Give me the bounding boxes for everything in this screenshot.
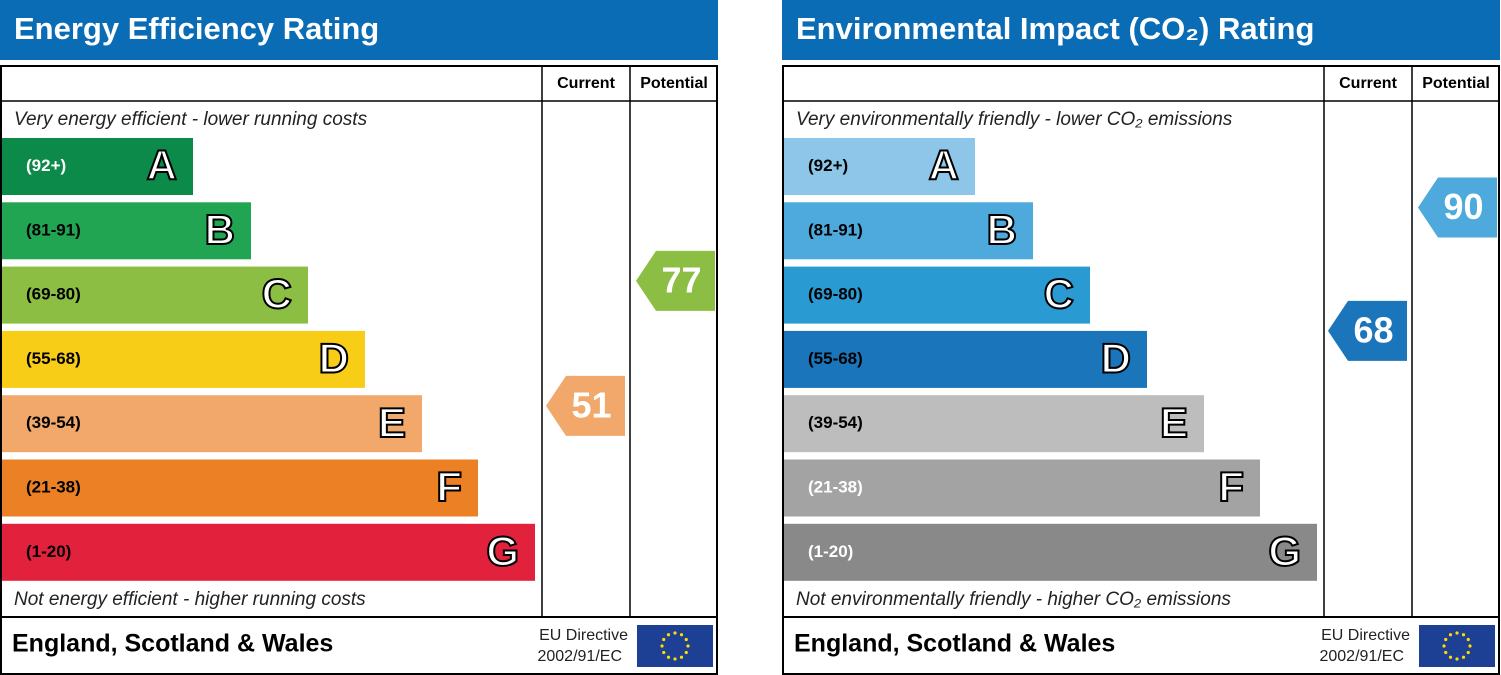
top-note: Very energy efficient - lower running co… bbox=[14, 109, 368, 130]
rating-arrow bbox=[1328, 300, 1407, 361]
eu-star bbox=[662, 637, 666, 642]
eu-star bbox=[662, 650, 666, 655]
band-bar bbox=[2, 523, 535, 581]
band-letter: F bbox=[1218, 463, 1244, 510]
rating-arrow bbox=[546, 375, 625, 436]
band-range: (92+) bbox=[808, 156, 848, 175]
band-range: (39-54) bbox=[26, 413, 81, 432]
band-letter: A bbox=[147, 142, 177, 189]
band-bar bbox=[784, 459, 1260, 517]
rating-value: 68 bbox=[1353, 309, 1393, 350]
rating-value: 51 bbox=[571, 384, 611, 425]
rating-panel: Energy Efficiency Rating Current Potential… bbox=[0, 0, 718, 675]
footer-region: England, Scotland & Wales bbox=[794, 630, 1115, 658]
band-range: (55-68) bbox=[808, 349, 863, 368]
band-range: (81-91) bbox=[808, 220, 863, 239]
eu-star bbox=[679, 633, 684, 637]
eu-star bbox=[666, 633, 671, 637]
eu-star bbox=[1461, 655, 1466, 659]
band-bar bbox=[784, 523, 1317, 581]
rating-arrow bbox=[636, 250, 715, 311]
rating-value: 90 bbox=[1443, 186, 1483, 227]
band-letter: E bbox=[1160, 399, 1188, 446]
rating-arrow bbox=[1418, 177, 1497, 238]
eu-star bbox=[1466, 650, 1470, 655]
band-bar bbox=[2, 330, 365, 388]
eu-star bbox=[1448, 655, 1453, 659]
band-range: (1-20) bbox=[26, 542, 71, 561]
column-header: Current bbox=[557, 75, 615, 92]
eu-flag bbox=[637, 625, 713, 667]
band-bar bbox=[784, 202, 1033, 260]
eu-star bbox=[1448, 633, 1453, 637]
bottom-note: Not energy efficient - higher running co… bbox=[14, 589, 366, 610]
column-header: Current bbox=[1339, 75, 1397, 92]
band-letter: B bbox=[987, 206, 1017, 253]
directive: EU Directive bbox=[539, 627, 628, 644]
eu-flag bbox=[1419, 625, 1495, 667]
band-bar bbox=[2, 202, 251, 260]
band-bar bbox=[2, 395, 422, 453]
eu-star bbox=[684, 650, 688, 655]
panel-title: Energy Efficiency Rating bbox=[14, 11, 379, 46]
eu-star bbox=[1461, 633, 1466, 637]
band-bar bbox=[784, 395, 1204, 453]
eu-star bbox=[660, 644, 664, 648]
eu-star bbox=[686, 644, 690, 648]
directive-code: 2002/91/EC bbox=[537, 648, 622, 665]
band-letter: A bbox=[929, 142, 959, 189]
eu-star bbox=[1444, 637, 1448, 642]
directive-code: 2002/91/EC bbox=[1319, 648, 1404, 665]
title-bar bbox=[782, 0, 1500, 60]
band-range: (39-54) bbox=[808, 413, 863, 432]
eu-star bbox=[1455, 657, 1459, 661]
band-letter: D bbox=[1101, 334, 1131, 381]
band-letter: F bbox=[436, 463, 462, 510]
band-letter: G bbox=[486, 527, 519, 574]
band-letter: D bbox=[319, 334, 349, 381]
band-letter: C bbox=[262, 270, 292, 317]
eu-star bbox=[673, 657, 677, 661]
band-bar bbox=[2, 138, 193, 195]
directive: EU Directive bbox=[1321, 627, 1410, 644]
eu-star bbox=[1466, 637, 1470, 642]
rating-value: 77 bbox=[661, 259, 701, 300]
eu-star bbox=[684, 637, 688, 642]
band-range: (1-20) bbox=[808, 542, 853, 561]
band-bar bbox=[784, 330, 1147, 388]
footer-region: England, Scotland & Wales bbox=[12, 630, 333, 658]
bottom-note: Not environmentally friendly - higher CO… bbox=[796, 589, 1231, 610]
band-letter: C bbox=[1044, 270, 1074, 317]
band-range: (81-91) bbox=[26, 220, 81, 239]
band-bar bbox=[784, 266, 1090, 324]
column-header: Potential bbox=[1422, 75, 1490, 92]
band-letter: G bbox=[1268, 527, 1301, 574]
band-bar bbox=[2, 266, 308, 324]
title-bar bbox=[0, 0, 718, 60]
panel-title: Environmental Impact (CO₂) Rating bbox=[796, 11, 1314, 46]
column-header: Potential bbox=[640, 75, 708, 92]
rating-panel: Environmental Impact (CO₂) Rating Current… bbox=[782, 0, 1500, 675]
eu-star bbox=[679, 655, 684, 659]
band-letter: B bbox=[205, 206, 235, 253]
eu-star bbox=[1442, 644, 1446, 648]
band-bar bbox=[2, 459, 478, 517]
band-range: (69-80) bbox=[808, 285, 863, 304]
top-note: Very environmentally friendly - lower CO… bbox=[796, 109, 1233, 130]
band-range: (21-38) bbox=[26, 477, 81, 496]
band-range: (21-38) bbox=[808, 477, 863, 496]
eu-star bbox=[666, 655, 671, 659]
eu-star bbox=[1468, 644, 1472, 648]
eu-star bbox=[673, 631, 677, 635]
eu-star bbox=[1455, 631, 1459, 635]
band-range: (69-80) bbox=[26, 285, 81, 304]
band-letter: E bbox=[378, 399, 406, 446]
band-range: (92+) bbox=[26, 156, 66, 175]
band-bar bbox=[784, 138, 975, 195]
band-range: (55-68) bbox=[26, 349, 81, 368]
eu-star bbox=[1444, 650, 1448, 655]
